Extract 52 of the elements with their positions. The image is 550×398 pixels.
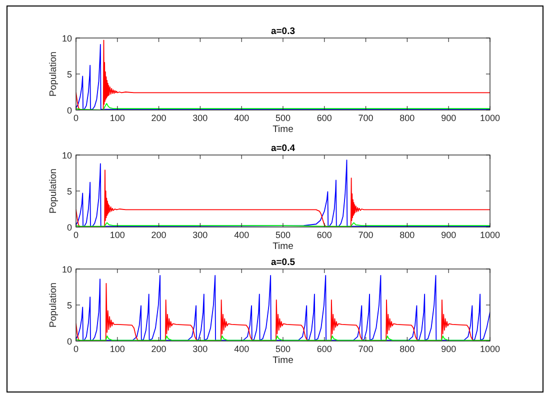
x-tick-label: 900 bbox=[441, 230, 456, 240]
x-tick-label: 600 bbox=[316, 344, 332, 354]
y-tick-label: 0 bbox=[66, 222, 72, 232]
x-tick-label: 400 bbox=[234, 230, 250, 240]
y-tick-label: 5 bbox=[66, 300, 72, 310]
x-tick-label: 800 bbox=[400, 344, 415, 354]
x-tick-label: 900 bbox=[441, 113, 456, 123]
x-tick-label: 100 bbox=[110, 230, 125, 240]
x-tick-label: 1000 bbox=[480, 230, 500, 240]
x-tick-label: 800 bbox=[400, 113, 415, 123]
x-tick-label: 900 bbox=[441, 344, 456, 354]
x-tick-label: 200 bbox=[151, 230, 166, 240]
x-tick-label: 700 bbox=[358, 344, 374, 354]
x-tick-label: 600 bbox=[316, 230, 332, 240]
chart-title: a=0.5 bbox=[270, 257, 296, 268]
x-tick-label: 300 bbox=[192, 113, 208, 123]
y-tick-label: 5 bbox=[66, 186, 72, 196]
x-tick-label: 0 bbox=[73, 344, 79, 354]
x-tick-label: 100 bbox=[110, 113, 125, 123]
y-tick-label: 10 bbox=[62, 150, 72, 160]
y-tick-label: 0 bbox=[66, 106, 72, 116]
y-axis-title: Population bbox=[48, 168, 59, 214]
x-tick-label: 400 bbox=[234, 113, 250, 123]
y-tick-label: 0 bbox=[66, 336, 72, 346]
x-tick-label: 700 bbox=[358, 230, 374, 240]
x-tick-label: 700 bbox=[358, 113, 374, 123]
y-axis-title: Population bbox=[48, 282, 59, 328]
x-tick-label: 300 bbox=[192, 230, 208, 240]
x-tick-label: 600 bbox=[316, 113, 332, 123]
chart-title: a=0.3 bbox=[270, 26, 296, 37]
y-tick-label: 10 bbox=[62, 34, 72, 44]
x-tick-label: 200 bbox=[151, 113, 166, 123]
x-tick-label: 1000 bbox=[480, 113, 500, 123]
x-tick-label: 400 bbox=[234, 344, 250, 354]
x-tick-label: 100 bbox=[110, 344, 125, 354]
chart-title: a=0.4 bbox=[270, 143, 296, 154]
x-tick-label: 500 bbox=[275, 344, 291, 354]
line-series bbox=[76, 103, 490, 110]
x-tick-label: 800 bbox=[400, 230, 415, 240]
x-tick-label: 200 bbox=[151, 344, 166, 354]
y-tick-label: 5 bbox=[66, 70, 72, 80]
x-axis-title: Time bbox=[272, 241, 294, 252]
x-axis-title: Time bbox=[272, 124, 294, 135]
x-tick-label: 500 bbox=[275, 113, 291, 123]
x-tick-label: 0 bbox=[73, 113, 79, 123]
x-axis-title: Time bbox=[272, 355, 294, 366]
x-tick-label: 500 bbox=[275, 230, 291, 240]
x-tick-label: 1000 bbox=[480, 344, 500, 354]
x-tick-label: 300 bbox=[192, 344, 208, 354]
x-tick-label: 0 bbox=[73, 230, 79, 240]
y-axis-title: Population bbox=[48, 52, 59, 96]
y-tick-label: 10 bbox=[62, 264, 72, 274]
